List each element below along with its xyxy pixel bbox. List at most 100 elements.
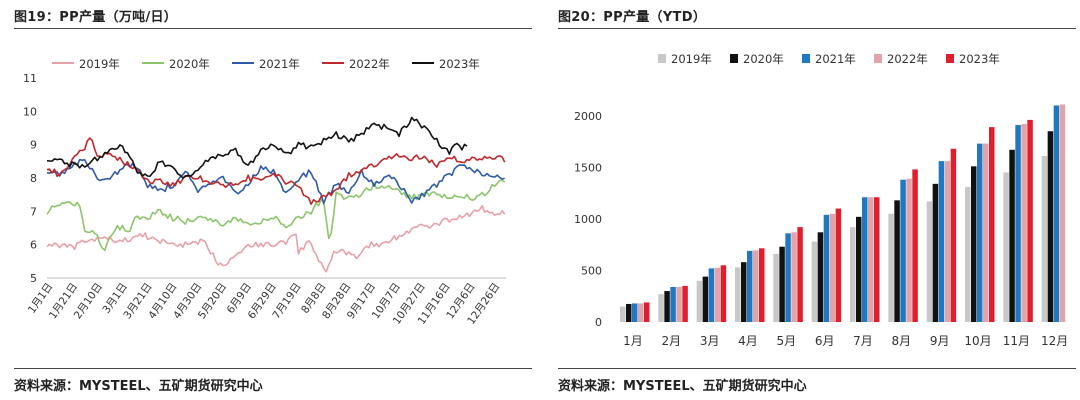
bar-2019年-10月 <box>965 186 971 322</box>
x-tick-label: 7月 <box>853 334 873 348</box>
legend-swatch <box>946 54 954 63</box>
x-tick-label: 12月 <box>1041 334 1068 348</box>
legend-item: 2021年 <box>232 57 300 71</box>
x-tick-label: 6月 <box>815 334 835 348</box>
bar-2021年-1月 <box>632 303 638 322</box>
legend-label: 2023年 <box>959 52 1000 66</box>
legend-item: 2019年 <box>658 52 712 66</box>
bar-2020年-4月 <box>741 262 747 322</box>
bar-2021年-4月 <box>747 250 753 322</box>
legend-item: 2020年 <box>730 52 784 66</box>
bar-2023年-1月 <box>644 302 650 322</box>
figure-20-bottom-rule <box>558 368 1076 369</box>
bar-2022年-2月 <box>676 286 682 322</box>
legend-label: 2023年 <box>439 57 480 71</box>
y-tick-label: 0 <box>595 316 602 329</box>
y-tick-label: 8 <box>30 172 37 185</box>
legend-item: 2021年 <box>802 52 856 66</box>
bar-2023年-5月 <box>797 227 803 322</box>
pp-ytd-output-bar-chart: 0 500 1000 1500 2000 1月 2月 3月 4月 5月 6月 7月 8月 9月 10月 11月… <box>574 52 1068 348</box>
x-tick-label: 9月 <box>930 334 950 348</box>
bar-2022年-4月 <box>753 250 759 322</box>
bar-2020年-2月 <box>664 291 670 322</box>
figure-19-panel: 图19：PP产量（万吨/日） 5 6 7 8 9 10 11 1月1日 1月21日 2月10日 3月… <box>14 0 532 400</box>
legend-swatch <box>874 54 882 63</box>
bar-2020年-7月 <box>856 216 862 322</box>
bar-2020年-12月 <box>1047 131 1054 322</box>
bar-2020年-8月 <box>894 200 900 322</box>
y-tick-label: 10 <box>23 105 37 118</box>
bar-2019年-6月 <box>811 241 818 322</box>
bar-2021年-5月 <box>785 233 791 322</box>
pp-daily-output-line-chart: 5678910111月1日1月21日2月10日3月1日3月21日4月10日4月3… <box>23 57 506 327</box>
y-tick-label: 1500 <box>574 161 602 174</box>
y-tick-label: 2000 <box>574 110 602 123</box>
figure-19-bottom-rule <box>14 368 532 369</box>
bar-2022年-6月 <box>829 213 836 322</box>
series-line-2020年 <box>46 179 506 251</box>
bar-2019年-9月 <box>926 201 933 322</box>
bar-2019年-2月 <box>658 294 664 322</box>
bar-2022年-5月 <box>791 232 797 322</box>
legend-label: 2019年 <box>79 57 120 71</box>
bar-2022年-11月 <box>1021 124 1027 322</box>
x-tick-label: 5月 <box>777 334 797 348</box>
bar-2022年-8月 <box>906 178 912 322</box>
legend-item: 2022年 <box>874 52 928 66</box>
bar-2023年-2月 <box>682 285 688 322</box>
bar-2023年-6月 <box>835 208 842 322</box>
bar-2019年-1月 <box>620 306 626 322</box>
legend-label: 2020年 <box>743 52 784 66</box>
legend-label: 2019年 <box>671 52 712 66</box>
x-tick-label: 8月 <box>892 334 912 348</box>
bar-2020年-6月 <box>817 232 824 322</box>
bar-2021年-10月 <box>977 143 983 322</box>
y-tick-label: 500 <box>581 264 602 277</box>
legend-label: 2022年 <box>349 57 390 71</box>
bar-2019年-12月 <box>1041 155 1048 322</box>
x-tick-label: 3月 <box>700 334 720 348</box>
x-tick-label: 4月 <box>738 334 758 348</box>
legend-item: 2022年 <box>322 57 390 71</box>
bar-2019年-8月 <box>888 213 894 322</box>
bar-2022年-7月 <box>868 197 874 322</box>
y-tick-label: 9 <box>30 139 37 152</box>
legend-label: 2021年 <box>259 57 300 71</box>
bar-2023年-10月 <box>989 127 995 323</box>
bar-2020年-3月 <box>702 276 709 322</box>
bar-2023年-8月 <box>912 169 918 322</box>
bar-2019年-11月 <box>1003 172 1009 322</box>
figure-19-source: 资料来源：MYSTEEL、五矿期货研究中心 <box>14 379 263 394</box>
bar-2021年-9月 <box>938 161 945 322</box>
bar-2020年-9月 <box>932 183 939 322</box>
series-line-2021年 <box>46 158 505 205</box>
bar-2022年-3月 <box>714 267 721 322</box>
bar-2023年-3月 <box>720 265 727 322</box>
legend-item: 2023年 <box>946 52 1000 66</box>
figure-19-top-rule <box>14 28 532 29</box>
series-line-2023年 <box>46 116 468 179</box>
bar-2023年-7月 <box>874 197 880 322</box>
bar-2020年-11月 <box>1009 149 1015 322</box>
legend-item: 2020年 <box>142 57 210 71</box>
x-tick-label: 11月 <box>1003 334 1030 348</box>
legend-label: 2021年 <box>815 52 856 66</box>
series-line-2022年 <box>46 137 506 205</box>
figure-20-top-rule <box>558 28 1076 29</box>
bar-2021年-12月 <box>1053 105 1060 322</box>
figure-20-title: 图20：PP产量（YTD） <box>558 10 707 25</box>
legend-item: 2023年 <box>412 57 480 71</box>
legend-label: 2020年 <box>169 57 210 71</box>
y-tick-label: 7 <box>30 205 37 218</box>
bar-2021年-6月 <box>823 214 830 322</box>
bar-2021年-7月 <box>862 197 868 322</box>
bar-2023年-11月 <box>1027 119 1033 322</box>
bar-2019年-4月 <box>735 267 741 322</box>
figure-20-source: 资料来源：MYSTEEL、五矿期货研究中心 <box>558 379 807 394</box>
figure-19-title: 图19：PP产量（万吨/日） <box>14 10 178 25</box>
bar-2022年-1月 <box>638 303 644 322</box>
bar-2022年-12月 <box>1059 104 1066 323</box>
bar-2021年-8月 <box>900 179 906 322</box>
bar-2023年-4月 <box>759 248 765 322</box>
bar-2020年-5月 <box>779 246 785 322</box>
